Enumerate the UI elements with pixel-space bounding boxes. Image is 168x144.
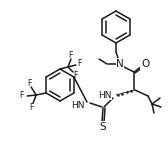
Text: HN: HN: [98, 90, 112, 100]
Text: F: F: [73, 71, 77, 79]
Text: O: O: [141, 59, 149, 69]
Text: F: F: [77, 59, 81, 69]
Text: N: N: [116, 59, 124, 69]
Text: HN: HN: [72, 101, 85, 109]
Text: S: S: [100, 122, 106, 132]
Text: F: F: [27, 78, 31, 88]
Text: F: F: [68, 52, 72, 60]
Text: F: F: [19, 91, 23, 101]
Text: F: F: [29, 103, 33, 111]
